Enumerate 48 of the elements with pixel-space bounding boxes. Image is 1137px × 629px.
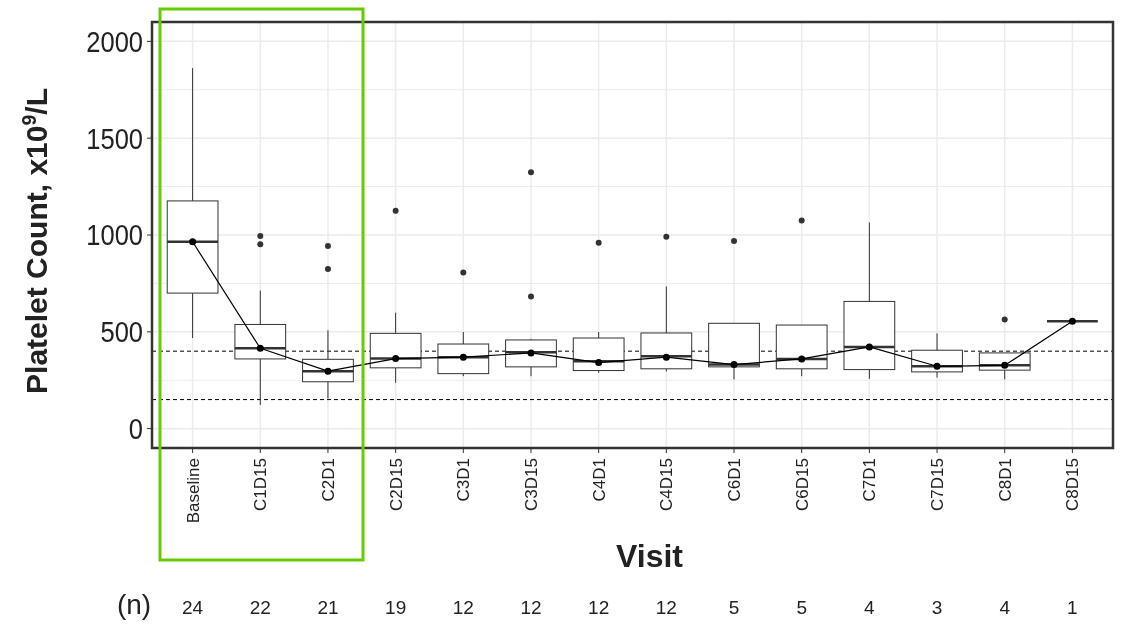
x-tick-label: C2D15 bbox=[386, 458, 406, 511]
x-axis-title: Visit bbox=[616, 538, 684, 574]
x-tick-label: C7D15 bbox=[928, 458, 948, 511]
text: (n) bbox=[116, 589, 152, 620]
y-tick-label: 0 bbox=[128, 412, 143, 446]
x-tick-label: C4D15 bbox=[657, 458, 677, 511]
y-tick-label: 2000 bbox=[86, 24, 143, 59]
point bbox=[256, 344, 264, 352]
text: 19 bbox=[385, 597, 407, 618]
text: 21 bbox=[317, 597, 339, 618]
x-tick-label: C4D1 bbox=[589, 458, 609, 502]
point bbox=[1001, 361, 1009, 369]
x-tick-label: C6D1 bbox=[725, 458, 745, 502]
text: 12 bbox=[520, 597, 542, 618]
x-tick-label: C7D1 bbox=[860, 458, 880, 502]
y-tick-label: 500 bbox=[100, 315, 143, 349]
point bbox=[865, 343, 873, 351]
text: 12 bbox=[588, 597, 610, 618]
point bbox=[933, 362, 941, 370]
x-tick-label: Baseline bbox=[183, 458, 203, 524]
point bbox=[798, 355, 806, 363]
text: 3 bbox=[931, 597, 943, 618]
point bbox=[189, 238, 197, 246]
text: 5 bbox=[796, 597, 807, 618]
x-tick-label: C3D15 bbox=[521, 458, 541, 511]
text: 4 bbox=[999, 597, 1011, 618]
text: 4 bbox=[864, 597, 876, 618]
y-tick-label: 1500 bbox=[86, 121, 143, 156]
text: 22 bbox=[249, 597, 271, 618]
text: 12 bbox=[655, 597, 677, 618]
point bbox=[324, 367, 332, 375]
text: 5 bbox=[728, 597, 740, 618]
point bbox=[527, 349, 535, 357]
point bbox=[595, 359, 603, 367]
x-tick-label: C1D15 bbox=[251, 458, 271, 511]
point bbox=[392, 355, 400, 363]
point bbox=[459, 353, 467, 361]
text: 12 bbox=[452, 597, 474, 618]
point bbox=[730, 361, 738, 369]
x-tick-label: C8D15 bbox=[1063, 458, 1083, 511]
point bbox=[662, 353, 670, 361]
x-tick-label: C8D1 bbox=[995, 458, 1015, 502]
x-tick-label: C2D1 bbox=[318, 458, 338, 502]
x-tick-label: C3D1 bbox=[454, 458, 474, 502]
y-tick-label: 1000 bbox=[86, 218, 143, 252]
x-tick-label: C6D15 bbox=[792, 458, 812, 511]
text: 24 bbox=[182, 597, 204, 618]
text: 1 bbox=[1067, 597, 1078, 618]
